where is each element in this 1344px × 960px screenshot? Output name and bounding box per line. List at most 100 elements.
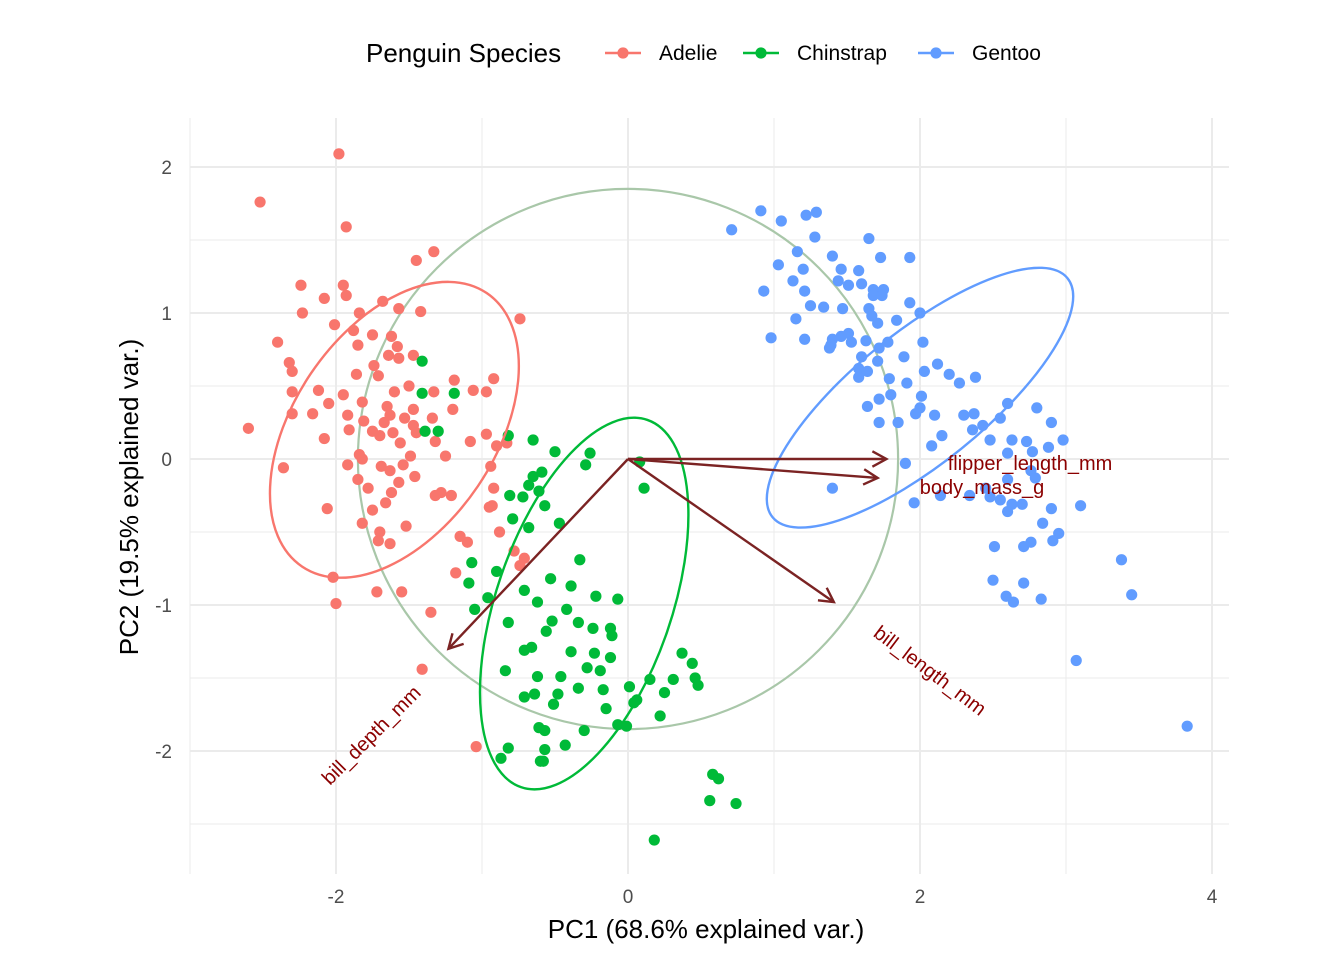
x-axis-title: PC1 (68.6% explained var.) xyxy=(548,914,865,944)
point-gentoo xyxy=(966,424,979,436)
point-adelie xyxy=(429,489,441,502)
point-gentoo xyxy=(1057,434,1069,446)
point-chinstrap xyxy=(578,724,590,737)
legend: Penguin Species Adelie Chinstrap Gentoo xyxy=(366,38,1041,68)
data-points xyxy=(242,148,1193,846)
point-chinstrap xyxy=(606,630,618,642)
point-gentoo xyxy=(936,430,948,442)
point-chinstrap xyxy=(600,703,612,715)
point-adelie xyxy=(358,415,370,427)
point-chinstrap xyxy=(448,387,460,399)
y-tick-label: -1 xyxy=(155,596,172,617)
point-adelie xyxy=(375,460,387,472)
point-gentoo xyxy=(853,371,865,383)
point-chinstrap xyxy=(555,670,567,683)
point-adelie xyxy=(429,435,441,448)
point-adelie xyxy=(426,412,438,424)
point-gentoo xyxy=(964,489,976,502)
point-chinstrap xyxy=(533,722,545,734)
point-chinstrap xyxy=(546,615,558,627)
point-chinstrap xyxy=(502,616,514,629)
point-adelie xyxy=(330,597,342,610)
point-gentoo xyxy=(1045,503,1057,515)
point-gentoo xyxy=(914,307,926,319)
point-chinstrap xyxy=(612,593,624,605)
point-gentoo xyxy=(882,336,894,348)
point-adelie xyxy=(277,462,290,474)
point-chinstrap xyxy=(704,795,716,807)
point-adelie xyxy=(450,567,462,579)
point-gentoo xyxy=(755,205,767,217)
point-gentoo xyxy=(984,491,996,503)
point-adelie xyxy=(352,473,364,486)
x-tick-label: 0 xyxy=(623,887,634,908)
point-adelie xyxy=(428,386,440,398)
point-gentoo xyxy=(915,390,928,402)
point-gentoo xyxy=(968,408,980,420)
point-adelie xyxy=(321,503,333,515)
point-gentoo xyxy=(891,314,903,326)
x-tick-label: -2 xyxy=(328,887,345,908)
point-chinstrap xyxy=(528,688,541,700)
point-chinstrap xyxy=(553,517,565,529)
y-tick-label: 1 xyxy=(161,304,172,325)
point-gentoo xyxy=(791,246,803,258)
point-gentoo xyxy=(943,368,955,380)
loading-arrow-bill-depth-mm xyxy=(447,458,629,650)
point-chinstrap xyxy=(638,482,650,494)
y-tick-label: -2 xyxy=(155,742,172,763)
point-gentoo xyxy=(1026,446,1039,458)
point-adelie xyxy=(286,386,298,398)
point-gentoo xyxy=(1181,720,1193,732)
point-adelie xyxy=(397,459,409,471)
point-gentoo xyxy=(926,440,938,452)
point-adelie xyxy=(380,497,392,509)
point-chinstrap xyxy=(545,573,557,585)
point-chinstrap xyxy=(495,752,507,764)
point-chinstrap xyxy=(623,681,636,693)
point-adelie xyxy=(286,365,298,377)
point-adelie xyxy=(410,427,422,439)
point-chinstrap xyxy=(581,662,593,674)
loading-arrowhead xyxy=(446,633,465,651)
point-gentoo xyxy=(929,409,941,421)
point-adelie xyxy=(340,221,352,233)
point-gentoo xyxy=(980,482,992,494)
point-gentoo xyxy=(987,574,999,586)
point-chinstrap xyxy=(580,459,592,471)
point-chinstrap xyxy=(518,584,530,597)
point-gentoo xyxy=(904,251,916,264)
point-gentoo xyxy=(1037,517,1049,529)
point-chinstrap xyxy=(686,657,698,670)
point-chinstrap xyxy=(561,603,573,615)
point-adelie xyxy=(447,403,459,415)
point-adelie xyxy=(407,403,419,415)
point-chinstrap xyxy=(588,647,601,659)
point-adelie xyxy=(445,489,457,502)
loading-arrow-bill-length-mm xyxy=(627,458,835,604)
point-gentoo xyxy=(758,285,770,297)
point-gentoo xyxy=(1029,472,1041,484)
point-gentoo xyxy=(910,408,922,420)
point-chinstrap xyxy=(539,500,551,512)
point-gentoo xyxy=(863,232,875,245)
point-gentoo xyxy=(837,303,849,315)
point-chinstrap xyxy=(416,355,428,367)
point-chinstrap xyxy=(523,522,535,534)
point-gentoo xyxy=(867,289,879,302)
point-gentoo xyxy=(856,278,868,290)
point-gentoo xyxy=(1042,441,1055,453)
point-adelie xyxy=(448,374,460,386)
point-chinstrap xyxy=(730,797,742,810)
point-gentoo xyxy=(1002,447,1014,459)
point-chinstrap xyxy=(597,684,609,696)
point-adelie xyxy=(391,340,403,353)
point-gentoo xyxy=(892,416,904,429)
point-gentoo xyxy=(1020,435,1033,448)
point-adelie xyxy=(387,427,399,439)
point-adelie xyxy=(393,352,405,364)
point-adelie xyxy=(415,305,427,318)
point-gentoo xyxy=(1126,589,1138,601)
legend-title: Penguin Species xyxy=(366,38,561,68)
